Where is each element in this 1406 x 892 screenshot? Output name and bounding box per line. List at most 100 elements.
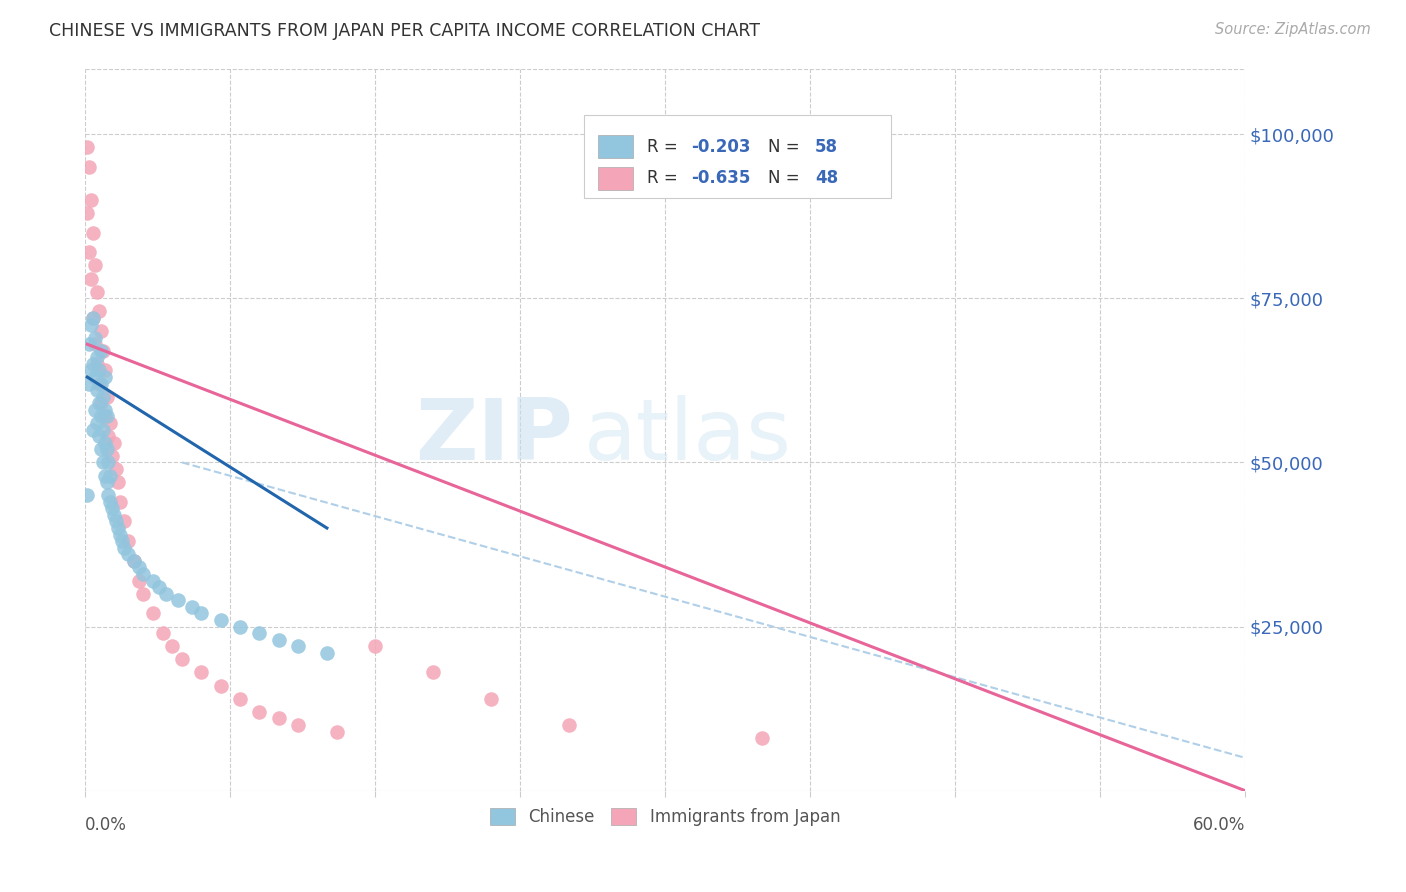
Point: [80, 363, 103, 377]
Point: [93, 468, 115, 483]
Point: [111, 534, 134, 549]
Point: [287, 718, 309, 732]
Point: [229, 619, 252, 633]
Point: [751, 731, 773, 745]
Point: [93, 409, 115, 424]
Point: [87, 429, 110, 443]
Point: [90, 396, 112, 410]
Point: [82, 310, 104, 325]
Point: [101, 501, 124, 516]
Text: atlas: atlas: [583, 395, 792, 478]
Point: [96, 475, 118, 489]
Point: [103, 508, 125, 522]
Point: [93, 370, 115, 384]
Point: [82, 310, 104, 325]
Point: [86, 416, 108, 430]
Bar: [598, 135, 633, 158]
Point: [132, 587, 155, 601]
Point: [190, 607, 212, 621]
Point: [77, 337, 100, 351]
Point: [209, 613, 232, 627]
Point: [84, 259, 107, 273]
Point: [422, 665, 444, 680]
Point: [128, 574, 150, 588]
Text: Source: ZipAtlas.com: Source: ZipAtlas.com: [1215, 22, 1371, 37]
Point: [316, 646, 339, 660]
Text: ZIP: ZIP: [415, 395, 572, 478]
Point: [152, 626, 174, 640]
Point: [132, 566, 155, 581]
Point: [148, 580, 170, 594]
Point: [122, 554, 145, 568]
Point: [155, 587, 177, 601]
Point: [190, 665, 212, 680]
Point: [112, 515, 135, 529]
Point: [86, 383, 108, 397]
Point: [77, 245, 100, 260]
Point: [87, 304, 110, 318]
Point: [108, 495, 131, 509]
Point: [76, 140, 98, 154]
Point: [287, 639, 309, 653]
Point: [90, 442, 112, 457]
Point: [90, 376, 112, 391]
Point: [90, 324, 112, 338]
Point: [170, 652, 193, 666]
Point: [96, 409, 118, 424]
Point: [84, 337, 107, 351]
Point: [84, 403, 107, 417]
Point: [84, 370, 107, 384]
Text: -0.203: -0.203: [690, 137, 751, 155]
Point: [82, 226, 104, 240]
Point: [77, 160, 100, 174]
Text: 58: 58: [814, 137, 838, 155]
Point: [90, 409, 112, 424]
Point: [93, 435, 115, 450]
Point: [90, 343, 112, 358]
Point: [101, 449, 124, 463]
Point: [180, 599, 202, 614]
Point: [364, 639, 387, 653]
Point: [122, 554, 145, 568]
Text: 48: 48: [814, 169, 838, 187]
Point: [112, 541, 135, 555]
Point: [479, 691, 502, 706]
Point: [80, 318, 103, 332]
Point: [100, 416, 122, 430]
Point: [117, 534, 139, 549]
Point: [76, 488, 98, 502]
Legend: Chinese, Immigrants from Japan: Chinese, Immigrants from Japan: [484, 801, 846, 833]
Point: [91, 423, 114, 437]
Point: [82, 423, 104, 437]
Point: [100, 495, 122, 509]
Point: [80, 193, 103, 207]
Text: R =: R =: [647, 169, 682, 187]
Point: [105, 462, 128, 476]
Point: [77, 376, 100, 391]
Point: [209, 679, 232, 693]
Point: [142, 607, 165, 621]
Point: [167, 593, 190, 607]
Point: [247, 705, 270, 719]
Point: [86, 351, 108, 365]
Point: [97, 455, 120, 469]
Text: N =: N =: [768, 137, 806, 155]
Point: [557, 718, 579, 732]
Point: [100, 468, 122, 483]
Point: [82, 357, 104, 371]
Text: CHINESE VS IMMIGRANTS FROM JAPAN PER CAPITA INCOME CORRELATION CHART: CHINESE VS IMMIGRANTS FROM JAPAN PER CAP…: [49, 22, 761, 40]
Point: [91, 343, 114, 358]
Point: [86, 285, 108, 299]
Point: [267, 711, 290, 725]
Point: [128, 560, 150, 574]
Point: [87, 396, 110, 410]
Point: [107, 521, 129, 535]
Point: [84, 331, 107, 345]
Point: [108, 527, 131, 541]
Point: [142, 574, 165, 588]
Point: [91, 455, 114, 469]
Point: [96, 390, 118, 404]
Point: [97, 429, 120, 443]
Point: [97, 488, 120, 502]
Point: [93, 363, 115, 377]
